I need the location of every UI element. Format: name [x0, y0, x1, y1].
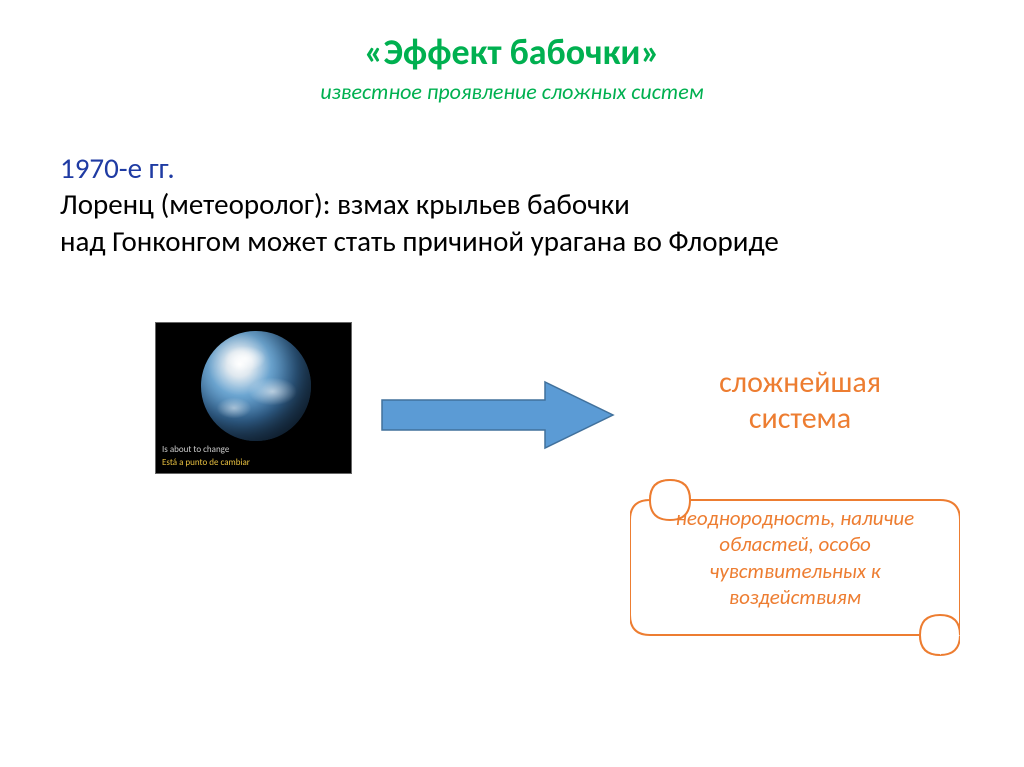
- earth-clouds-icon: [201, 331, 311, 441]
- body-x: х: [397, 186, 410, 222]
- earth-caption-top: Is about to change: [162, 444, 229, 455]
- slide-subtitle: известное проявление сложных систем: [0, 78, 1024, 105]
- complex-line-2: система: [749, 400, 851, 437]
- body-line-1a: Лоренц (метеоролог): взма: [60, 186, 397, 222]
- scroll-line-3: чувствительных к: [710, 558, 881, 584]
- body-line-1b: крыльев бабочки: [409, 186, 630, 222]
- scroll-text: неоднородность, наличие областей, особо …: [650, 505, 940, 610]
- complex-system-label: сложнейшая система: [650, 365, 950, 437]
- earth-caption-bottom: Está a punto de cambiar: [162, 457, 250, 468]
- slide: «Эффект бабочки» известное проявление сл…: [0, 0, 1024, 767]
- earth-image: Is about to change Está a punto de cambi…: [155, 322, 352, 474]
- complex-line-1: сложнейшая: [719, 364, 881, 401]
- body-text: 1970-е гг. Лоренц (метеоролог): взмах кр…: [60, 150, 970, 259]
- slide-title: «Эффект бабочки»: [0, 30, 1024, 74]
- scroll-line-2: областей, особо: [719, 531, 871, 557]
- year-text: 1970-е гг.: [60, 150, 175, 186]
- scroll-line-1: неоднородность, наличие: [676, 505, 914, 531]
- arrow-right-icon: [380, 380, 615, 450]
- body-line-2: над Гонконгом может стать причиной урага…: [60, 223, 779, 259]
- scroll-line-4: воздействиям: [729, 584, 861, 610]
